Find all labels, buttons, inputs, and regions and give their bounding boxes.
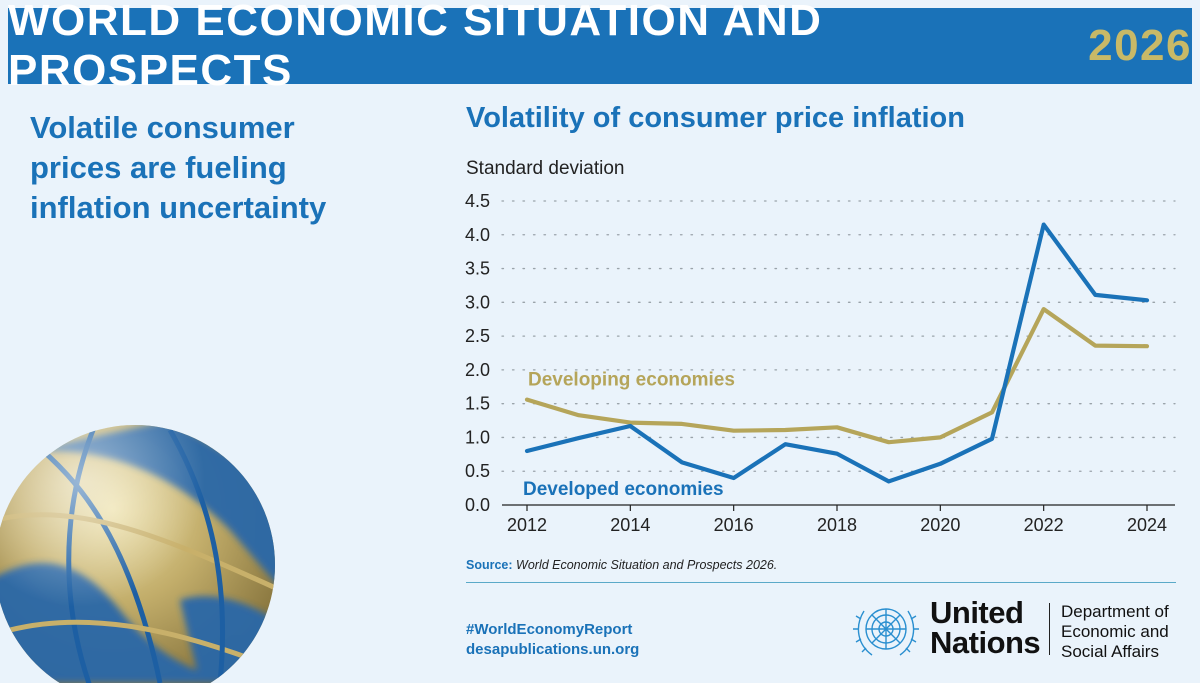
un-wordmark-line: Nations (930, 625, 1041, 660)
desa-line: Department of (1061, 602, 1169, 621)
series-label-developed: Developed economies (523, 479, 724, 500)
y-tick-label: 1.0 (465, 427, 490, 447)
source-label: Source: (466, 558, 513, 572)
y-tick-label: 1.5 (465, 394, 490, 414)
banner-year: 2026 (1088, 21, 1192, 70)
y-tick-label: 3.0 (465, 292, 490, 312)
website-link[interactable]: desapublications.un.org (466, 641, 640, 658)
x-tick-label: 2024 (1127, 515, 1167, 535)
hashtag-link[interactable]: #WorldEconomyReport (466, 621, 633, 638)
un-wordmark: United Nations (930, 595, 1041, 660)
y-tick-label: 4.0 (465, 225, 490, 245)
x-tick-label: 2018 (817, 515, 857, 535)
un-emblem-icon (853, 608, 919, 656)
x-tick-label: 2016 (714, 515, 754, 535)
banner-title: WORLD ECONOMIC SITUATION AND PROSPECTS (8, 0, 823, 95)
headline-line: prices are fueling (30, 150, 287, 185)
headline-line: inflation uncertainty (30, 190, 327, 225)
un-wordmark-line: United (930, 595, 1024, 630)
desa-line: Social Affairs (1061, 642, 1159, 661)
y-tick-label: 0.5 (465, 461, 490, 481)
globe-illustration (0, 425, 275, 683)
y-tick-label: 0.0 (465, 495, 490, 515)
y-axis-label: Standard deviation (466, 158, 625, 179)
headline-line: Volatile consumer (30, 110, 295, 145)
y-tick-label: 2.5 (465, 326, 490, 346)
source-text: World Economic Situation and Prospects 2… (516, 558, 778, 572)
series-label-developing: Developing economies (528, 370, 735, 391)
developing-economies-line (524, 306, 1150, 445)
x-tick-label: 2012 (507, 515, 547, 535)
logo-separator (1049, 603, 1050, 655)
line-chart: 0.0 0.5 1.0 1.5 2.0 2.5 3.0 3.5 4.0 4.5 2012 2014 20… (465, 191, 1176, 535)
y-tick-label: 2.0 (465, 360, 490, 380)
banner: WORLD ECONOMIC SITUATION AND PROSPECTS 2… (8, 0, 1192, 95)
y-tick-label: 3.5 (465, 259, 490, 279)
desa-wordmark: Department of Economic and Social Affair… (1061, 602, 1169, 662)
x-tick-label: 2020 (920, 515, 960, 535)
y-tick-label: 4.5 (465, 191, 490, 211)
source-note: Source: World Economic Situation and Pro… (466, 558, 777, 572)
chart-title: Volatility of consumer price inflation (466, 102, 965, 134)
developed-economies-line (524, 222, 1150, 484)
x-tick-label: 2014 (610, 515, 650, 535)
headline: Volatile consumer prices are fueling inf… (30, 108, 390, 228)
footer-divider (466, 582, 1176, 583)
x-tick-label: 2022 (1024, 515, 1064, 535)
desa-line: Economic and (1061, 622, 1169, 641)
